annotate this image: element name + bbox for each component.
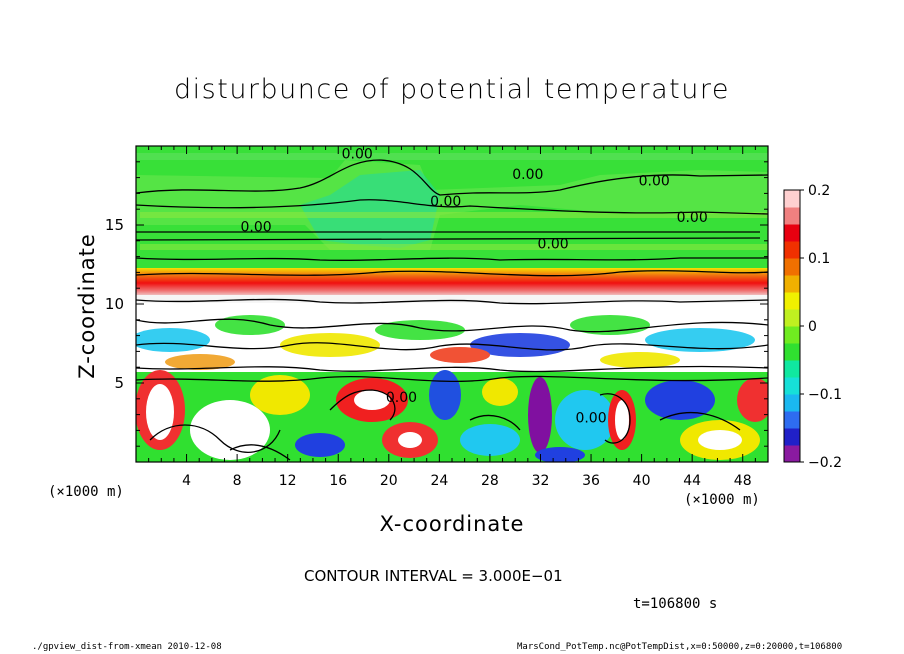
x-tick-label: 32 bbox=[532, 473, 550, 489]
colorbar-tick-label: −0.2 bbox=[808, 455, 842, 471]
lower-cells bbox=[136, 370, 768, 462]
colorbar: 0.2 0.1 0 −0.1 −0.2 bbox=[783, 183, 842, 471]
colorbar-swatch bbox=[784, 377, 800, 395]
x-tick-label: 8 bbox=[233, 473, 242, 489]
top-stripe bbox=[136, 153, 768, 160]
colorbar-tick-label: 0.1 bbox=[808, 251, 830, 267]
x-tick-label: 36 bbox=[582, 473, 600, 489]
x-tick-label: 40 bbox=[633, 473, 651, 489]
colorbar-swatch bbox=[784, 411, 800, 429]
x-tick-label: 16 bbox=[329, 473, 347, 489]
colorbar-swatch bbox=[784, 258, 800, 276]
contour-value-label: 0.00 bbox=[538, 237, 569, 253]
red-band bbox=[136, 268, 768, 298]
colorbar-tick-label: 0 bbox=[808, 319, 817, 335]
mid-stripe bbox=[140, 212, 768, 218]
colorbar-tick-label: −0.1 bbox=[808, 387, 842, 403]
teal-patch bbox=[300, 170, 440, 248]
contour-value-label: 0.00 bbox=[240, 219, 271, 235]
x-tick-label: 44 bbox=[683, 473, 701, 489]
y-axis-label: Z-coordinate bbox=[75, 233, 99, 379]
colorbar-swatch bbox=[784, 207, 800, 225]
x-axis: 4 8 12 16 20 24 28 32 36 40 44 48 bbox=[148, 146, 756, 489]
time-stamp: t=106800 s bbox=[633, 596, 718, 612]
heatmap-field bbox=[136, 146, 768, 462]
colorbar-swatch bbox=[784, 428, 800, 446]
colorbar-swatch bbox=[784, 224, 800, 242]
contour-value-label: 0.00 bbox=[639, 174, 670, 190]
x-axis-label: X-coordinate bbox=[379, 512, 525, 536]
x-unit-label-left: (×1000 m) bbox=[48, 484, 124, 500]
contour-value-label: 0.00 bbox=[342, 147, 373, 163]
mid-stripe-2 bbox=[140, 244, 768, 250]
colorbar-tick-label: 0.2 bbox=[808, 183, 830, 199]
x-unit-label-right: (×1000 m) bbox=[684, 492, 760, 508]
colorbar-swatch bbox=[784, 360, 800, 378]
contour-value-label: 0.00 bbox=[430, 194, 461, 210]
x-tick-label: 4 bbox=[182, 473, 191, 489]
contour-lines bbox=[136, 159, 768, 461]
colorbar-swatch bbox=[784, 309, 800, 327]
x-tick-label: 12 bbox=[279, 473, 297, 489]
contour-interval-text: CONTOUR INTERVAL = 3.000E−01 bbox=[304, 567, 563, 585]
chart-title: disturbunce of potential temperature bbox=[174, 74, 730, 105]
colorbar-swatch bbox=[784, 326, 800, 344]
footer-script-date: ./gpview_dist-from-xmean 2010-12-08 bbox=[32, 642, 222, 652]
x-tick-label: 28 bbox=[481, 473, 499, 489]
colorbar-swatch bbox=[784, 190, 800, 208]
y-tick-label: 10 bbox=[105, 295, 124, 313]
contour-value-label: 0.00 bbox=[512, 167, 543, 183]
contour-value-label: 0.00 bbox=[677, 210, 708, 226]
y-tick-label: 5 bbox=[114, 374, 124, 392]
middle-blobs bbox=[136, 315, 755, 370]
colorbar-swatch bbox=[784, 241, 800, 259]
contour-labels: 0.00 0.00 0.00 0.00 0.00 0.00 0.00 0.00 0.00 bbox=[240, 147, 707, 427]
contour-value-label: 0.00 bbox=[386, 390, 417, 406]
x-tick-label: 48 bbox=[734, 473, 752, 489]
colorbar-swatch bbox=[784, 292, 800, 310]
colorbar-swatch bbox=[784, 343, 800, 361]
x-tick-label: 20 bbox=[380, 473, 398, 489]
light-green-patch bbox=[136, 160, 768, 250]
colorbar-swatch bbox=[784, 445, 800, 463]
footer-source: MarsCond_PotTemp.nc@PotTempDist,x=0:5000… bbox=[517, 642, 843, 652]
y-tick-label: 15 bbox=[105, 216, 124, 234]
y-axis: 5 10 15 bbox=[105, 161, 768, 447]
contour-value-label: 0.00 bbox=[575, 411, 606, 427]
colorbar-swatch bbox=[784, 275, 800, 293]
colorbar-swatch bbox=[784, 394, 800, 412]
x-tick-label: 24 bbox=[430, 473, 448, 489]
